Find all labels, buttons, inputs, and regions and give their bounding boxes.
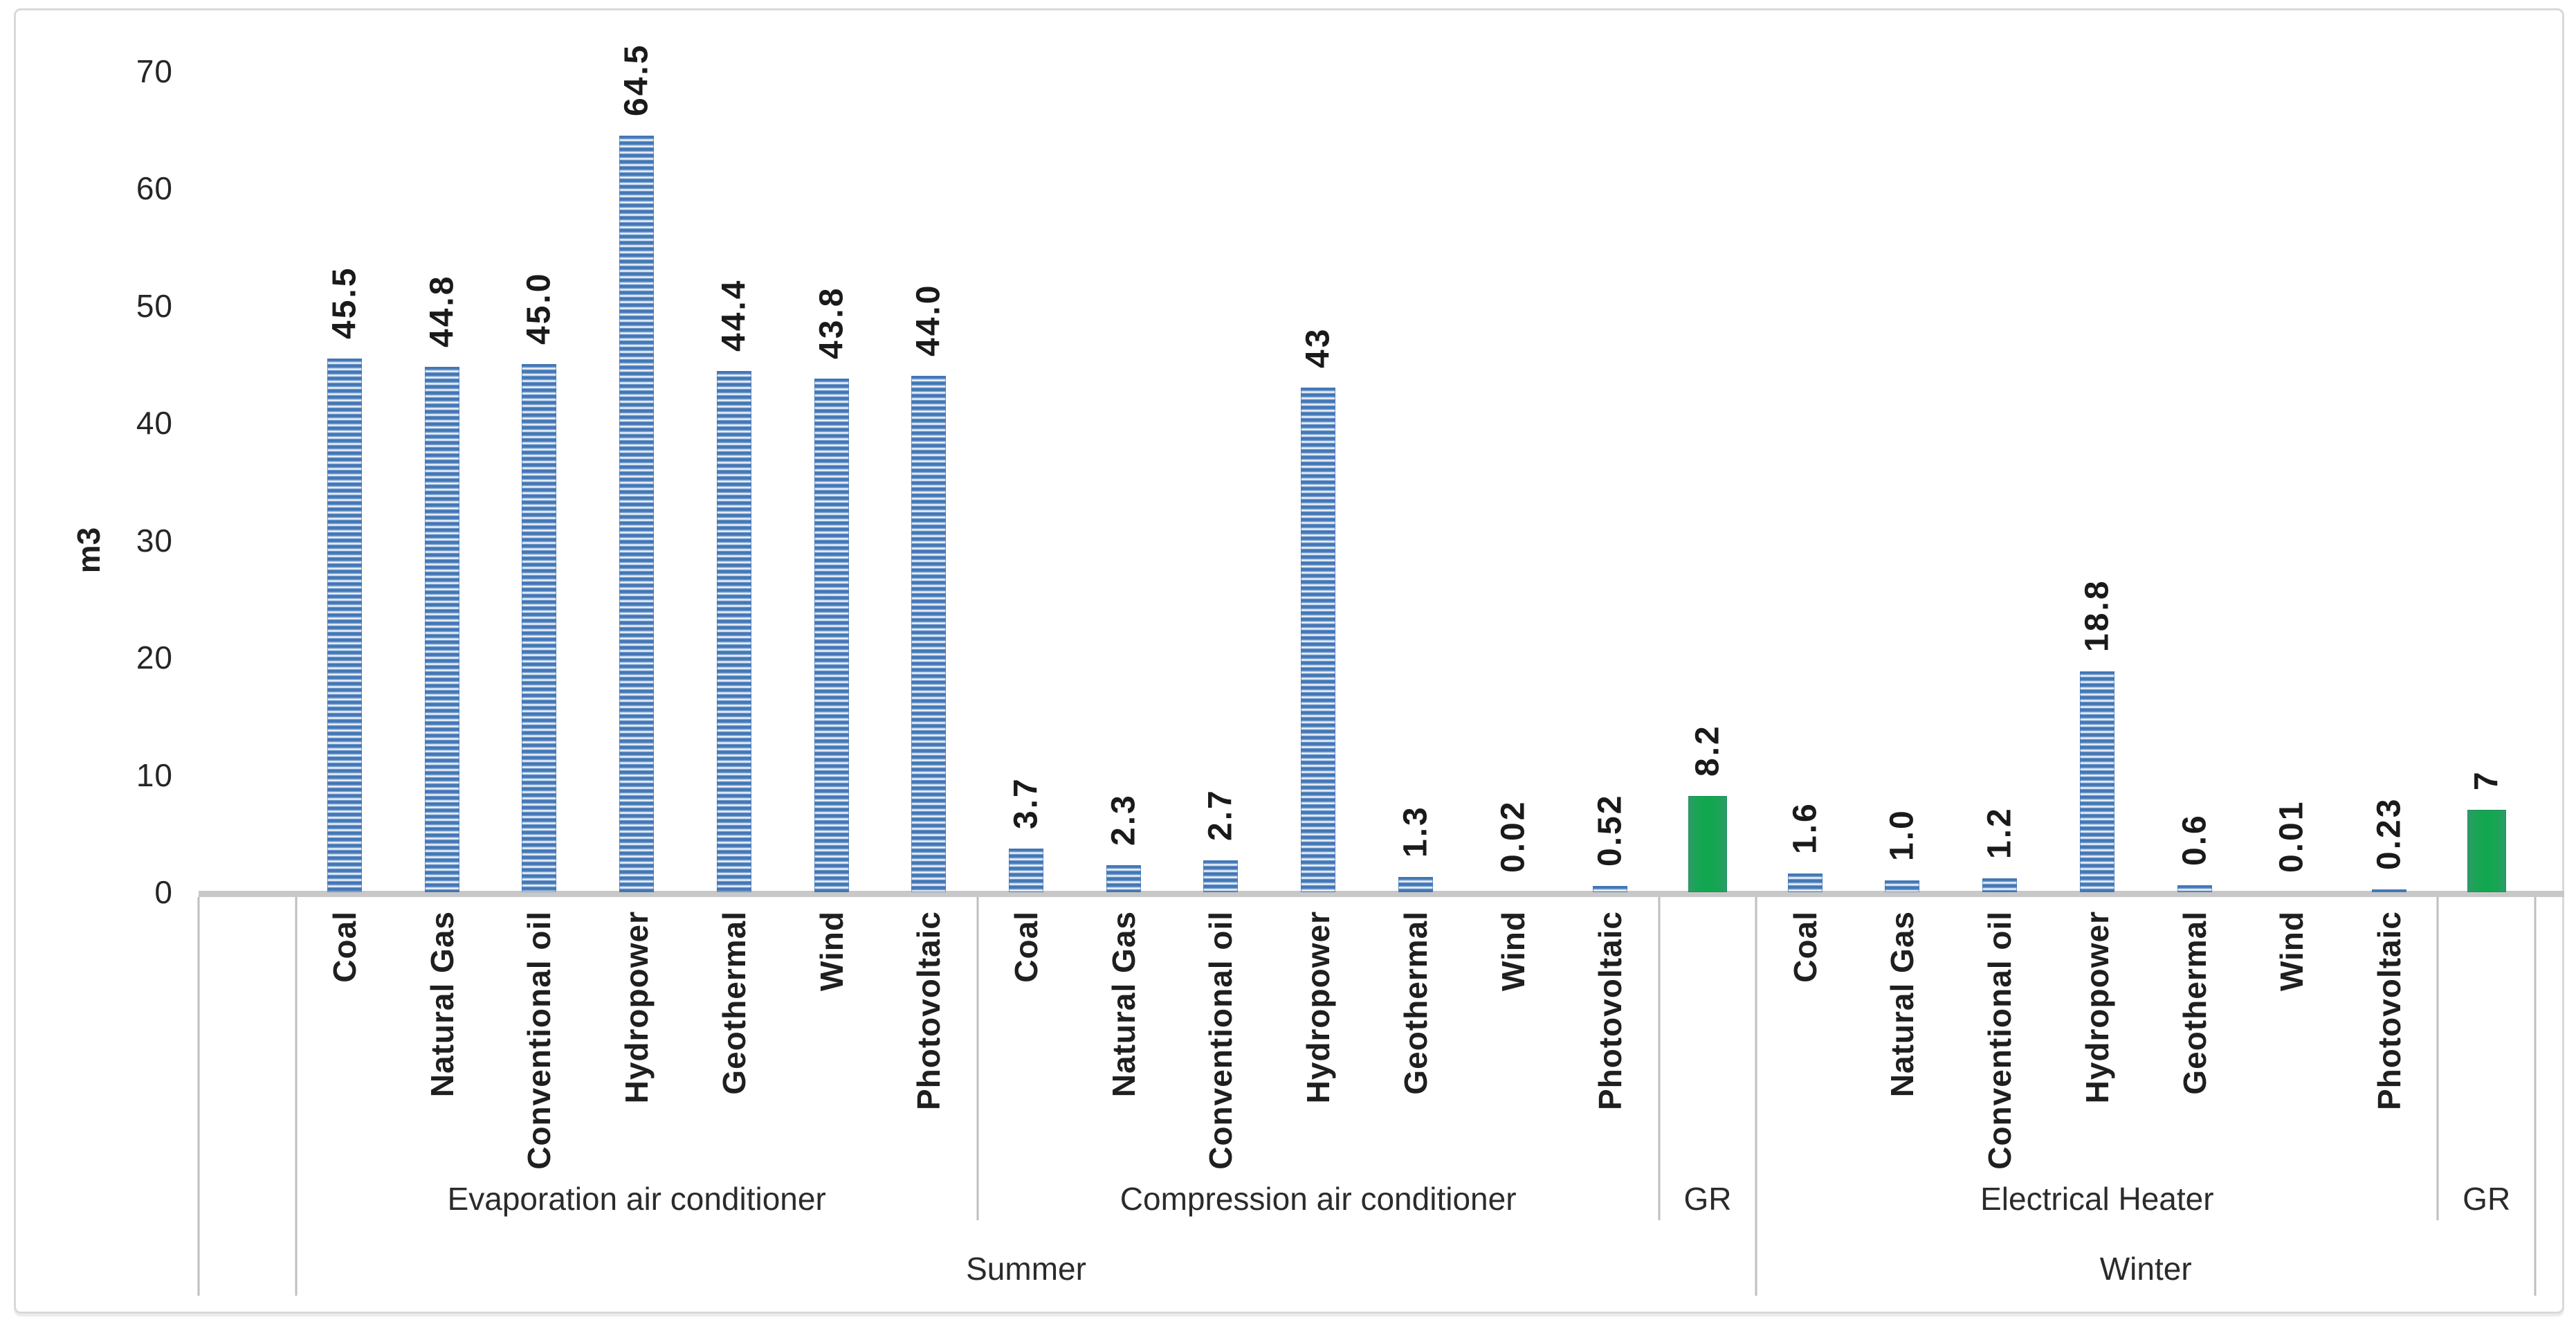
- season-label: Winter: [2099, 1251, 2192, 1287]
- category-label: Coal: [1008, 911, 1045, 983]
- axis-divider: [1658, 897, 1661, 1220]
- group-label: Evaporation air conditioner: [447, 1181, 826, 1217]
- chart-frame: [14, 8, 2564, 1314]
- bar-value-label: 0.02: [1495, 799, 1532, 873]
- bar-value-label: 45.5: [326, 266, 363, 339]
- category-label: Coal: [327, 911, 363, 983]
- bar: [1009, 849, 1044, 892]
- bar-value-label: 64.5: [618, 43, 655, 116]
- category-label: Photovoltaic: [1592, 911, 1629, 1111]
- y-tick-label: 10: [136, 757, 173, 793]
- category-label: Photovoltaic: [2371, 911, 2407, 1111]
- bar: [1106, 865, 1141, 892]
- bar: [522, 364, 557, 892]
- bar: [1203, 860, 1239, 892]
- bar: [1593, 886, 1628, 892]
- category-label: Wind: [2274, 911, 2310, 991]
- y-tick-label: 50: [136, 287, 173, 324]
- category-label: Conventional oil: [1203, 911, 1239, 1170]
- category-label: Hydropower: [2079, 911, 2115, 1104]
- bar-gr: [1688, 796, 1727, 892]
- bar-value-label: 44.8: [423, 274, 461, 347]
- axis-divider: [2534, 897, 2537, 1296]
- bar-value-label: 43.8: [813, 286, 850, 359]
- bar: [327, 358, 363, 892]
- bar-value-label: 7: [2468, 770, 2505, 791]
- bar-value-label: 3.7: [1007, 777, 1045, 830]
- category-label: Geothermal: [715, 911, 752, 1095]
- category-label: Wind: [1495, 911, 1531, 991]
- category-label: Natural Gas: [423, 911, 460, 1098]
- bar-value-label: 1.2: [1981, 806, 2018, 859]
- bar-value-label: 44.0: [910, 283, 947, 357]
- y-tick-label: 60: [136, 170, 173, 206]
- bar-value-label: 1.6: [1787, 802, 1824, 854]
- bar-value-label: 1.0: [1883, 808, 1921, 862]
- bar-value-label: 45.0: [520, 271, 558, 345]
- bar: [1885, 880, 1920, 892]
- category-label: Hydropower: [619, 911, 655, 1104]
- y-tick-label: 20: [136, 640, 173, 676]
- bar: [2079, 671, 2114, 892]
- category-label: Natural Gas: [1884, 911, 1921, 1098]
- y-tick-label: 30: [136, 522, 173, 559]
- group-label: Compression air conditioner: [1120, 1181, 1517, 1217]
- category-label: Wind: [813, 911, 850, 991]
- season-label: Summer: [966, 1251, 1086, 1287]
- category-label: Conventional oil: [1982, 911, 2018, 1170]
- axis-divider: [2436, 897, 2439, 1220]
- group-label: GR: [2463, 1181, 2511, 1217]
- group-label: GR: [1683, 1181, 1732, 1217]
- y-tick-label: 70: [136, 53, 173, 89]
- bar-value-label: 8.2: [1689, 724, 1726, 777]
- axis-divider: [976, 897, 979, 1220]
- category-label: Conventional oil: [521, 911, 558, 1170]
- bar: [619, 135, 655, 892]
- axis-divider: [1755, 897, 1757, 1296]
- bar: [1787, 873, 1823, 892]
- bar-value-label: 0.52: [1591, 793, 1629, 867]
- bar: [1398, 876, 1433, 892]
- group-label: Electrical Heater: [1980, 1181, 2214, 1217]
- category-label: Geothermal: [2176, 911, 2213, 1095]
- bar-value-label: 44.4: [715, 278, 753, 352]
- y-tick-label: 40: [136, 405, 173, 441]
- category-label: Photovoltaic: [911, 911, 947, 1111]
- bar: [2371, 889, 2406, 892]
- bar-value-label: 2.3: [1105, 793, 1142, 846]
- bar-value-label: 43: [1299, 327, 1337, 369]
- axis-divider: [295, 897, 298, 1296]
- axis-divider: [197, 897, 200, 1296]
- bar: [1982, 878, 2018, 892]
- bar-gr: [2467, 810, 2506, 892]
- bar: [911, 376, 947, 892]
- bar-value-label: 0.01: [2273, 799, 2310, 873]
- x-axis-line: [199, 891, 2564, 897]
- bar-value-label: 1.3: [1397, 805, 1434, 858]
- bar: [716, 371, 751, 892]
- bar: [1301, 388, 1336, 892]
- bar: [814, 378, 849, 892]
- category-label: Geothermal: [1397, 911, 1434, 1095]
- category-label: Natural Gas: [1105, 911, 1142, 1098]
- y-tick-label: 0: [154, 874, 173, 910]
- bar: [424, 366, 459, 892]
- bar: [2177, 885, 2212, 892]
- category-label: Coal: [1787, 911, 1823, 983]
- bar-value-label: 0.23: [2371, 797, 2408, 871]
- bar-value-label: 2.7: [1202, 788, 1239, 842]
- bar-value-label: 0.6: [2176, 813, 2213, 866]
- bar-value-label: 18.8: [2079, 579, 2116, 653]
- category-label: Hydropower: [1300, 911, 1337, 1104]
